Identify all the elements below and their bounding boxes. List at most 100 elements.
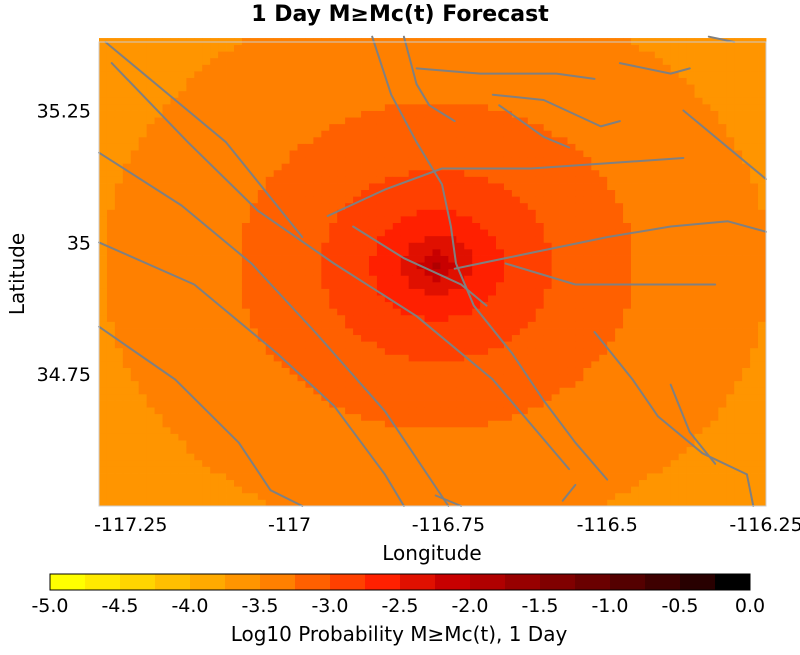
heatmap-cell: [488, 453, 497, 461]
heatmap-cell: [273, 44, 283, 52]
heatmap-cell: [233, 64, 243, 72]
heatmap-cell: [186, 71, 195, 78]
heatmap-cell: [646, 361, 656, 368]
heatmap-cell: [329, 341, 338, 349]
heatmap-cell: [511, 426, 521, 434]
heatmap-cell: [591, 130, 600, 138]
heatmap-cell: [345, 183, 354, 191]
heatmap-cell: [345, 473, 354, 481]
heatmap-cell: [575, 136, 584, 144]
heatmap-cell: [408, 374, 418, 382]
heatmap-cell: [519, 262, 529, 270]
heatmap-cell: [353, 308, 362, 316]
heatmap-cell: [646, 90, 656, 98]
heatmap-cell: [400, 209, 410, 217]
heatmap-cell: [400, 189, 410, 197]
heatmap-cell: [122, 275, 132, 283]
heatmap-cell: [99, 367, 108, 375]
heatmap-cell: [202, 301, 211, 309]
heatmap-cell: [607, 262, 616, 270]
heatmap-cell: [146, 169, 155, 177]
heatmap-cell: [257, 321, 267, 329]
heatmap-cell: [638, 196, 648, 204]
heatmap-cell: [162, 374, 171, 382]
heatmap-cell: [281, 393, 290, 401]
heatmap-cell: [210, 380, 219, 388]
heatmap-cell: [575, 433, 584, 441]
heatmap-cell: [138, 393, 148, 401]
heatmap-cell: [345, 189, 354, 197]
heatmap-cell: [559, 275, 568, 283]
heatmap-cell: [202, 380, 211, 388]
heatmap-cell: [368, 453, 378, 461]
heatmap-cell: [226, 446, 235, 454]
heatmap-cell: [480, 446, 489, 454]
heatmap-cell: [218, 163, 227, 171]
heatmap-cell: [464, 459, 473, 467]
heatmap-cell: [519, 466, 529, 474]
heatmap-cell: [503, 354, 513, 362]
heatmap-cell: [265, 57, 275, 65]
heatmap-cell: [138, 459, 148, 467]
heatmap-cell: [464, 156, 473, 164]
heatmap-cell: [432, 255, 441, 263]
heatmap-cell: [527, 196, 537, 204]
heatmap-cell: [631, 459, 640, 467]
heatmap-cell: [146, 268, 155, 276]
heatmap-cell: [257, 136, 267, 144]
heatmap-cell: [615, 143, 624, 151]
heatmap-cell: [178, 328, 187, 336]
heatmap-cell: [122, 123, 132, 131]
heatmap-cell: [527, 334, 537, 342]
heatmap-cell: [472, 400, 481, 408]
heatmap-cell: [591, 453, 600, 461]
heatmap-cell: [623, 354, 632, 362]
heatmap-cell: [249, 281, 259, 289]
heatmap-cell: [361, 150, 370, 158]
heatmap-cell: [249, 413, 259, 421]
heatmap-cell: [448, 301, 457, 309]
heatmap-cell: [281, 57, 290, 65]
heatmap-cell: [122, 492, 132, 500]
heatmap-cell: [376, 156, 386, 164]
heatmap-cell: [607, 57, 616, 65]
heatmap-cell: [599, 301, 608, 309]
heatmap-cell: [241, 183, 251, 191]
heatmap-cell: [329, 328, 338, 336]
heatmap-cell: [345, 308, 354, 316]
heatmap-cell: [496, 453, 505, 461]
heatmap-cell: [368, 407, 378, 415]
heatmap-cell: [527, 486, 537, 494]
heatmap-cell: [400, 440, 410, 448]
heatmap-cell: [559, 156, 568, 164]
heatmap-cell: [408, 156, 418, 164]
heatmap-cell: [361, 51, 370, 59]
heatmap-cell: [202, 130, 211, 138]
heatmap-cell: [376, 196, 386, 204]
heatmap-cell: [233, 103, 243, 111]
heatmap-cell: [646, 163, 656, 171]
heatmap-cell: [551, 420, 560, 428]
heatmap-cell: [472, 347, 481, 355]
heatmap-cell: [615, 433, 624, 441]
heatmap-cell: [305, 347, 314, 355]
heatmap-cell: [281, 281, 290, 289]
heatmap-cell: [384, 77, 394, 85]
heatmap-cell: [575, 255, 584, 263]
heatmap-cell: [408, 301, 418, 309]
heatmap-cell: [130, 242, 140, 250]
heatmap-cell: [289, 486, 298, 494]
heatmap-cell: [122, 354, 132, 362]
heatmap-cell: [392, 387, 402, 395]
heatmap-cell: [345, 387, 354, 395]
heatmap-cell: [432, 426, 441, 434]
heatmap-cell: [170, 281, 179, 289]
heatmap-cell: [138, 275, 148, 283]
heatmap-cell: [233, 321, 243, 329]
heatmap-cell: [408, 407, 418, 415]
heatmap-cell: [615, 209, 624, 217]
heatmap-cell: [281, 51, 290, 59]
heatmap-cell: [345, 341, 354, 349]
heatmap-cell: [615, 169, 624, 177]
heatmap-cell: [376, 183, 386, 191]
